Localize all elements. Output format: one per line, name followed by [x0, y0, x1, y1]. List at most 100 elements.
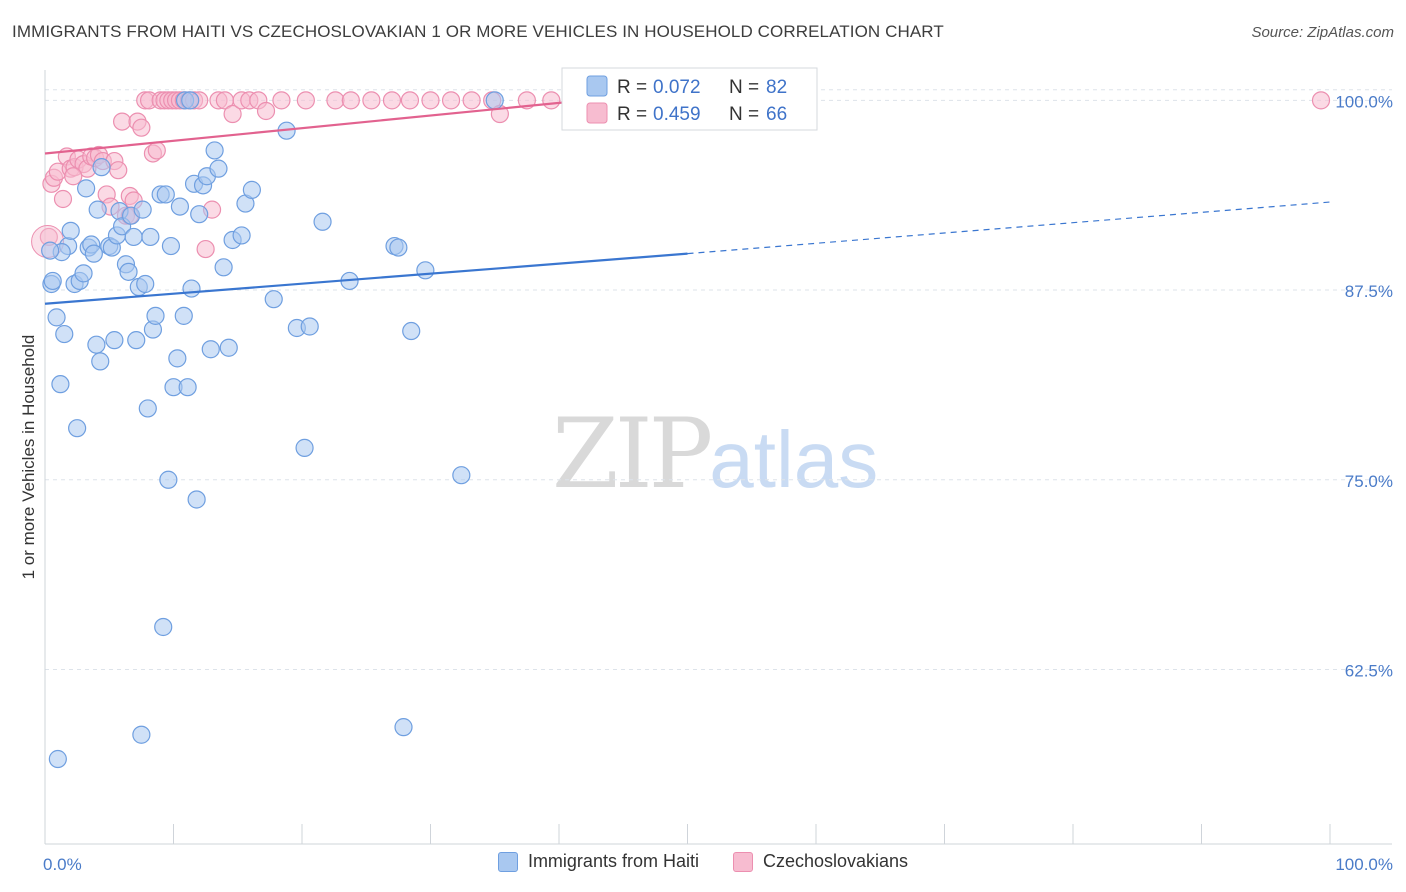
bottom-legend: Immigrants from Haiti Czechoslovakians: [0, 851, 1406, 872]
haiti-point: [313, 212, 332, 231]
czech-point: [441, 91, 461, 110]
haiti-point: [74, 264, 93, 283]
czech-point: [272, 91, 291, 110]
haiti-point: [127, 331, 146, 350]
haiti-point: [219, 338, 238, 357]
haiti-point: [168, 349, 187, 368]
y-tick-label: 62.5%: [1345, 661, 1393, 680]
axis-labels: 100.0% 87.5% 75.0% 62.5% 0.0% 100.0% 1 or more…: [19, 92, 1393, 874]
haiti-point: [92, 158, 111, 177]
czech-point: [542, 91, 561, 110]
haiti-point: [136, 274, 155, 294]
haiti-point: [201, 340, 220, 359]
watermark-zip: ZIP: [552, 398, 713, 510]
haiti-point: [264, 290, 283, 309]
haiti-point: [132, 725, 151, 744]
haiti-point: [190, 205, 209, 224]
haiti-point: [77, 179, 96, 198]
haiti-point: [61, 221, 80, 240]
haiti-point: [146, 306, 165, 325]
czech-point: [296, 91, 315, 110]
haiti-point: [394, 718, 413, 737]
haiti-swatch: [497, 851, 518, 872]
czech-point: [400, 91, 420, 110]
haiti-points: [41, 91, 504, 769]
bottom-legend-haiti-label: Immigrants from Haiti: [527, 851, 699, 871]
legend-czech-n-value: 66: [766, 104, 787, 125]
haiti-point: [214, 258, 233, 277]
haiti-trend-extension: [687, 201, 1331, 255]
czech-point: [112, 112, 132, 131]
axes: [44, 70, 1392, 845]
haiti-point: [156, 185, 175, 204]
czech-point: [147, 141, 166, 160]
czech-point: [382, 91, 402, 110]
haiti-point: [161, 236, 181, 256]
haiti-point: [300, 317, 319, 336]
haiti-point: [141, 227, 160, 247]
haiti-point: [41, 241, 60, 260]
haiti-point: [242, 180, 261, 199]
legend-czech-n-label: N =: [729, 104, 759, 125]
legend-swatch-czech: [586, 102, 608, 124]
legend-haiti-n-value: 82: [766, 77, 787, 98]
haiti-point: [170, 197, 190, 216]
y-tick-label: 87.5%: [1345, 282, 1393, 301]
grid-lines: [45, 89, 1392, 670]
source-label: Source: ZipAtlas.com: [1251, 24, 1394, 41]
bottom-legend-czech-label: Czechoslovakians: [762, 851, 909, 871]
haiti-point: [187, 490, 206, 509]
haiti-point: [295, 438, 314, 457]
haiti-point: [209, 159, 228, 178]
y-axis-label: 1 or more Vehicles in Household: [19, 335, 38, 580]
czech-point: [196, 239, 215, 259]
haiti-point: [485, 91, 504, 110]
czech-point: [64, 167, 83, 186]
bottom-legend-czech[interactable]: Czechoslovakians: [732, 851, 909, 872]
watermark: ZIPatlas: [552, 398, 878, 510]
haiti-point: [232, 226, 251, 245]
legend-box: R = 0.072 N = 82 R = 0.459 N = 66: [561, 67, 818, 131]
czech-swatch: [732, 851, 753, 872]
haiti-point: [389, 238, 408, 257]
haiti-point: [416, 261, 435, 280]
y-tick-label: 100.0%: [1335, 92, 1393, 111]
haiti-point: [84, 244, 103, 263]
czech-trend-line: [44, 99, 585, 155]
y-tick-label: 75.0%: [1345, 472, 1393, 491]
czech-point: [132, 118, 151, 137]
czech-point: [1311, 91, 1331, 110]
czech-point: [341, 91, 360, 110]
haiti-point: [159, 470, 178, 489]
czech-point: [462, 91, 481, 110]
bottom-legend-haiti[interactable]: Immigrants from Haiti: [497, 851, 699, 872]
haiti-trend-line: [44, 252, 688, 305]
legend-czech-r-label: R =: [617, 104, 647, 125]
haiti-point: [88, 200, 107, 219]
haiti-point: [119, 262, 138, 281]
haiti-point: [48, 749, 67, 769]
haiti-point: [452, 466, 471, 485]
czech-point: [109, 161, 128, 180]
haiti-point: [133, 200, 152, 219]
haiti-point: [87, 335, 106, 354]
haiti-point: [47, 308, 66, 327]
haiti-point: [178, 378, 197, 397]
legend-czech-r-value: 0.459: [653, 104, 701, 125]
trend-lines: [44, 99, 1331, 305]
haiti-point: [181, 91, 200, 110]
haiti-point: [402, 321, 421, 341]
haiti-point: [51, 375, 70, 394]
haiti-point: [154, 617, 173, 637]
legend-haiti-n-label: N =: [729, 77, 759, 98]
legend-haiti-r-value: 0.072: [653, 77, 701, 98]
x-tick-label-min: 0.0%: [43, 855, 82, 874]
haiti-point: [91, 352, 110, 371]
haiti-point: [138, 399, 157, 418]
czech-point: [326, 91, 345, 110]
chart-title: IMMIGRANTS FROM HAITI VS CZECHOSLOVAKIAN…: [12, 22, 944, 41]
czech-point: [421, 91, 440, 110]
legend-haiti-r-label: R =: [617, 77, 647, 98]
czech-point: [223, 104, 242, 124]
haiti-point: [182, 279, 201, 298]
